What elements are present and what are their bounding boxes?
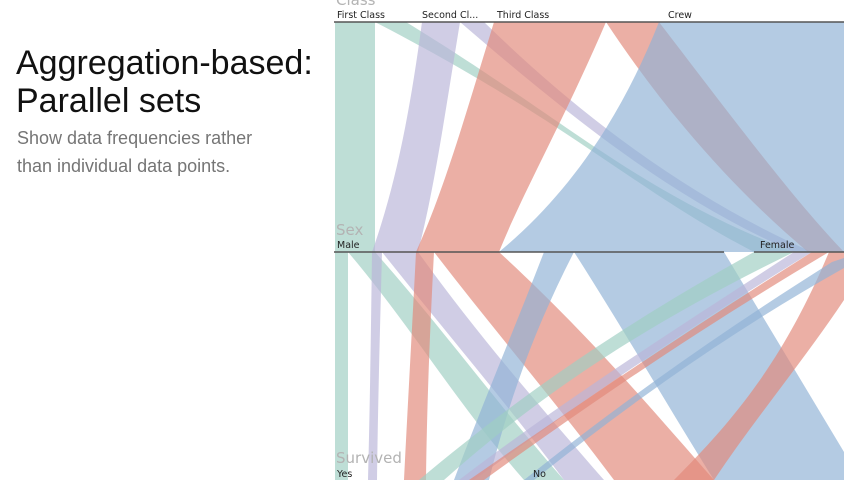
ribbon-female-second-yes bbox=[459, 252, 812, 480]
axis-title-sex: Sex bbox=[336, 221, 363, 239]
category-label-first-class[interactable]: First Class bbox=[337, 10, 385, 21]
category-label-yes[interactable]: Yes bbox=[336, 469, 352, 480]
slide-subtitle-line-1: Show data frequencies rather bbox=[17, 128, 253, 148]
ribbon-male-crew-yes bbox=[454, 252, 574, 480]
ribbon-second-class-male bbox=[372, 22, 460, 252]
slide-title-line-2: Parallel sets bbox=[16, 82, 202, 120]
category-label-second-class[interactable]: Second Cl... bbox=[422, 10, 478, 21]
axis-title-class: Class bbox=[336, 0, 376, 9]
slide-subtitle: Show data frequencies rather than indivi… bbox=[17, 124, 317, 180]
parallel-sets-diagram: Class Sex Survived First Class Second Cl… bbox=[334, 0, 844, 480]
ribbon-third-class-male bbox=[416, 22, 606, 252]
ribbon-male-first-yes bbox=[335, 252, 348, 480]
slide-title: Aggregation-based: Parallel sets bbox=[16, 44, 336, 120]
ribbon-female-first-yes bbox=[419, 252, 794, 480]
ribbon-female-crew-yes bbox=[524, 258, 844, 480]
ribbon-male-second-yes bbox=[368, 252, 382, 480]
category-label-female[interactable]: Female bbox=[760, 240, 795, 251]
ribbon-crew-male bbox=[499, 22, 844, 252]
category-label-male[interactable]: Male bbox=[337, 240, 360, 251]
slide-title-line-1: Aggregation-based: bbox=[16, 44, 313, 82]
ribbon-female-third-yes bbox=[469, 252, 829, 480]
category-label-crew[interactable]: Crew bbox=[668, 10, 692, 21]
axis-title-survived: Survived bbox=[336, 449, 402, 467]
ribbon-first-class-male bbox=[335, 22, 375, 252]
ribbon-male-third-yes bbox=[404, 252, 434, 480]
category-label-no[interactable]: No bbox=[533, 469, 546, 480]
ribbon-layer bbox=[335, 22, 844, 480]
slide-subtitle-line-2: than individual data points. bbox=[17, 156, 231, 176]
category-label-third-class[interactable]: Third Class bbox=[496, 10, 549, 21]
ribbon-male-crew-no bbox=[574, 252, 844, 480]
